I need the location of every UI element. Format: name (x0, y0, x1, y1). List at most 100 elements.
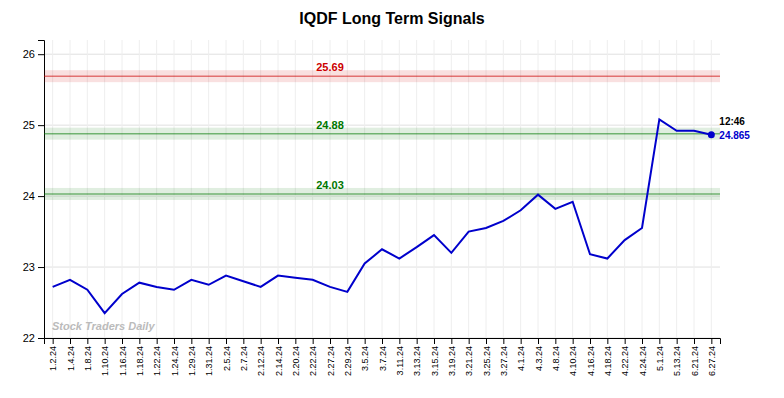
y-tick: 25 (23, 119, 44, 131)
x-tick: 2.20.24 (291, 338, 301, 376)
x-tick-mark (382, 338, 383, 344)
x-tick-mark (521, 338, 522, 344)
x-tick: 2.29.24 (343, 338, 353, 376)
x-tick: 5.13.24 (672, 338, 682, 376)
x-tick: 3.19.24 (447, 338, 457, 376)
x-tick-mark (451, 338, 452, 344)
x-tick: 2.14.24 (274, 338, 284, 376)
y-tick-mark (38, 338, 44, 339)
x-tick-mark (434, 338, 435, 344)
chart: IQDF Long Term Signals22232425261.2.241.… (0, 0, 784, 398)
x-tick-label: 2.7.24 (239, 346, 249, 371)
grid (44, 40, 720, 338)
x-tick: 1.18.24 (135, 338, 145, 376)
x-tick: 3.11.24 (395, 338, 405, 375)
annotations: 25.6924.8824.0312:4624.865Stock Traders … (52, 61, 750, 332)
x-tick-label: 5.1.24 (655, 346, 665, 371)
x-tick-label: 1.24.24 (170, 346, 180, 376)
y-axis-line (38, 41, 45, 339)
x-tick-label: 1.31.24 (204, 346, 214, 376)
x-tick: 3.21.24 (464, 338, 474, 376)
y-axis: 22 23 24 25 26 (23, 41, 45, 345)
x-tick: 4.24.24 (638, 338, 648, 376)
x-tick-label: 3.27.24 (499, 346, 509, 376)
x-tick-label: 2.12.24 (256, 346, 266, 376)
x-tick-mark (573, 338, 574, 344)
x-tick-mark (174, 338, 175, 344)
x-tick-mark (607, 338, 608, 344)
x-tick: 5.1.24 (655, 338, 665, 371)
hline (44, 193, 720, 195)
x-tick-label: 1.8.24 (83, 346, 93, 371)
x-tick-label: 6.27.24 (707, 346, 717, 376)
x-tick: 2.7.24 (239, 338, 249, 371)
x-tick-label: 2.22.24 (308, 346, 318, 376)
y-tick-label: 24 (23, 190, 35, 202)
x-tick-mark (347, 338, 348, 344)
x-tick-label: 3.13.24 (412, 346, 422, 376)
last-point (708, 131, 715, 138)
y-tick: 22 (23, 332, 44, 344)
x-tick-label: 1.4.24 (66, 346, 76, 371)
x-tick-mark (157, 338, 158, 344)
x-tick-mark (659, 338, 660, 344)
hline-label: 24.03 (316, 179, 344, 191)
x-tick-mark (226, 338, 227, 344)
x-tick-label: 1.22.24 (152, 346, 162, 376)
x-tick: 3.27.24 (499, 338, 509, 376)
x-tick: 1.16.24 (118, 338, 128, 376)
x-tick-label: 1.10.24 (100, 346, 110, 376)
plot: 22 23 24 25 26 1.2.24 1.4.24 1.8.24 1.10.24 1.16.… (23, 40, 721, 376)
x-tick-mark (261, 338, 262, 344)
x-tick-mark (711, 338, 712, 344)
x-tick: 1.22.24 (152, 338, 162, 376)
x-tick-label: 4.10.24 (568, 346, 578, 376)
x-tick-mark (278, 338, 279, 344)
watermark: Stock Traders Daily (52, 320, 155, 332)
x-tick-mark (486, 338, 487, 344)
x-tick-mark (70, 338, 71, 344)
x-tick-mark (399, 338, 400, 344)
y-tick: 26 (23, 48, 44, 60)
hline-band (44, 128, 720, 140)
x-tick-label: 3.7.24 (378, 346, 388, 371)
y-tick: 24 (23, 190, 44, 202)
x-tick: 4.22.24 (620, 338, 630, 376)
x-tick-label: 6.21.24 (690, 346, 700, 376)
x-tick: 3.25.24 (482, 338, 492, 376)
x-tick: 1.8.24 (83, 338, 93, 371)
x-tick: 1.4.24 (66, 338, 76, 371)
x-tick-mark (243, 338, 244, 344)
x-tick-label: 4.8.24 (551, 346, 561, 371)
x-tick: 1.29.24 (187, 338, 197, 376)
x-tick-mark (642, 338, 643, 344)
x-tick-label: 3.25.24 (482, 346, 492, 376)
x-tick: 4.1.24 (516, 338, 526, 371)
x-tick: 3.15.24 (430, 338, 440, 376)
x-tick-mark (330, 338, 331, 344)
x-tick-label: 4.3.24 (534, 346, 544, 371)
x-tick-mark (122, 338, 123, 344)
annotation: 12:46 (719, 116, 745, 127)
x-axis-line (45, 339, 721, 345)
x-tick-mark (53, 338, 54, 344)
x-tick-label: 2.27.24 (326, 346, 336, 376)
y-tick-mark (38, 125, 44, 126)
x-tick-label: 3.19.24 (447, 346, 457, 376)
x-tick-mark (417, 338, 418, 344)
x-tick: 3.5.24 (360, 338, 370, 371)
x-tick: 6.27.24 (707, 338, 717, 376)
x-tick: 3.7.24 (378, 338, 388, 371)
x-tick-mark (105, 338, 106, 344)
hline (44, 75, 720, 77)
x-tick: 1.31.24 (204, 338, 214, 376)
x-tick: 1.2.24 (48, 338, 58, 371)
y-tick-mark (38, 267, 44, 268)
x-tick-label: 3.5.24 (360, 346, 370, 371)
x-tick-mark (313, 338, 314, 344)
x-tick: 6.21.24 (690, 338, 700, 376)
annotation: 24.865 (719, 130, 750, 141)
x-tick: 4.18.24 (603, 338, 613, 376)
y-tick: 23 (23, 261, 44, 273)
x-tick: 2.12.24 (256, 338, 266, 376)
